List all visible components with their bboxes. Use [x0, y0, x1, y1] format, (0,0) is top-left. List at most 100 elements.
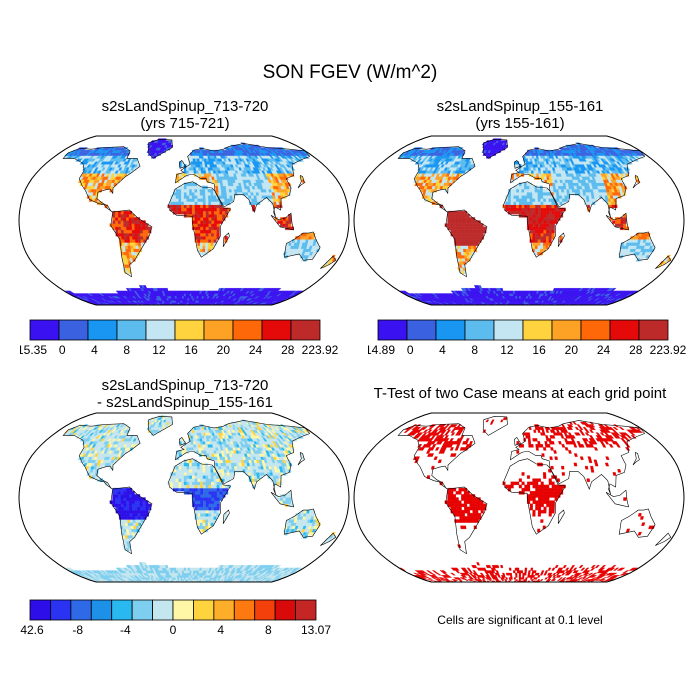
grid-cell	[197, 232, 201, 237]
grid-cell	[517, 300, 520, 303]
grid-cell	[211, 229, 215, 234]
grid-cell	[463, 226, 468, 231]
grid-cell	[524, 214, 528, 218]
grid-cell	[186, 198, 190, 202]
grid-cell	[532, 226, 536, 231]
grid-cell	[139, 223, 143, 227]
grid-cell	[120, 223, 124, 227]
grid-cell	[134, 226, 138, 231]
grid-cell	[183, 170, 187, 174]
grid-cell	[115, 226, 119, 231]
grid-cell	[186, 204, 190, 209]
grid-cell	[226, 198, 231, 202]
grid-cell	[452, 220, 456, 224]
grid-cell	[186, 195, 190, 199]
grid-cell	[213, 239, 217, 243]
grid-cell	[197, 210, 201, 215]
grid-cell	[472, 226, 476, 231]
grid-cell	[546, 232, 550, 237]
grid-cell	[183, 210, 187, 215]
grid-cell	[219, 210, 223, 215]
grid-cell	[197, 214, 201, 218]
grid-cell	[202, 239, 206, 243]
grid-cell	[181, 295, 185, 299]
coastline-namerica	[62, 146, 141, 213]
map-panel-2	[353, 135, 685, 306]
grid-cell	[181, 198, 185, 202]
grid-cell	[462, 242, 466, 246]
grid-cell	[537, 245, 541, 249]
grid-cell	[181, 204, 185, 209]
grid-cell	[181, 188, 185, 193]
grid-cell	[126, 239, 131, 243]
grid-cell	[546, 204, 550, 209]
grid-cell	[229, 195, 233, 199]
grid-cell	[183, 302, 186, 304]
grid-cell	[535, 223, 539, 227]
grid-cell	[170, 201, 174, 205]
grid-cell	[516, 201, 520, 205]
grid-cell	[203, 214, 207, 218]
grid-cell	[545, 201, 550, 205]
grid-cell	[455, 223, 459, 227]
grid-cell	[207, 188, 211, 193]
grid-cell	[134, 236, 139, 240]
grid-cell	[513, 198, 517, 202]
grid-cell	[178, 195, 182, 199]
grid-cell	[200, 236, 204, 240]
grid-cell	[535, 201, 539, 205]
grid-cell	[214, 182, 219, 187]
grid-cell	[545, 239, 549, 243]
grid-cell	[216, 204, 220, 209]
grid-cell	[178, 198, 182, 202]
grid-cell	[535, 207, 539, 212]
grid-cell	[612, 220, 616, 224]
grid-cell	[508, 195, 512, 199]
grid-cell	[455, 217, 459, 221]
grid-cell	[532, 220, 536, 224]
grid-cell	[210, 201, 215, 205]
grid-cell	[282, 220, 286, 224]
grid-cell	[280, 220, 284, 224]
grid-cell	[216, 207, 220, 212]
grid-cell	[523, 170, 527, 174]
grid-cell	[510, 198, 514, 202]
grid-cell	[513, 201, 517, 205]
grid-cell	[546, 229, 550, 234]
grid-cell	[546, 217, 550, 221]
grid-cell	[128, 214, 133, 218]
grid-cell	[469, 220, 473, 224]
grid-cell	[480, 229, 484, 234]
grid-cell	[216, 201, 220, 205]
grid-cell	[131, 229, 135, 234]
panel-4-title-line1: T-Test of two Case means at each grid po…	[373, 385, 667, 402]
grid-cell	[477, 229, 481, 234]
grid-cell	[524, 201, 528, 205]
grid-cell	[210, 195, 214, 199]
grid-cell	[513, 207, 517, 212]
grid-cell	[181, 210, 185, 215]
grid-cell	[529, 214, 533, 218]
grid-cell	[194, 214, 198, 218]
grid-cell	[537, 207, 542, 212]
grid-cell	[200, 232, 204, 237]
grid-cell	[538, 214, 542, 218]
grid-cell	[192, 214, 196, 218]
grid-cell	[285, 220, 289, 224]
grid-cell	[537, 204, 542, 209]
grid-cell	[529, 217, 533, 221]
grid-cell	[208, 214, 212, 218]
grid-cell	[178, 188, 182, 193]
grid-cell	[179, 302, 182, 304]
grid-cell	[458, 214, 462, 218]
grid-cell	[475, 229, 479, 234]
grid-cell	[461, 232, 465, 237]
grid-cell	[510, 201, 514, 205]
grid-cell	[452, 226, 457, 231]
grid-cell	[214, 223, 218, 227]
grid-cell	[402, 290, 410, 294]
grid-cell	[526, 185, 530, 190]
grid-cell	[117, 214, 122, 218]
grid-cell	[188, 155, 191, 159]
grid-cell	[285, 223, 289, 227]
